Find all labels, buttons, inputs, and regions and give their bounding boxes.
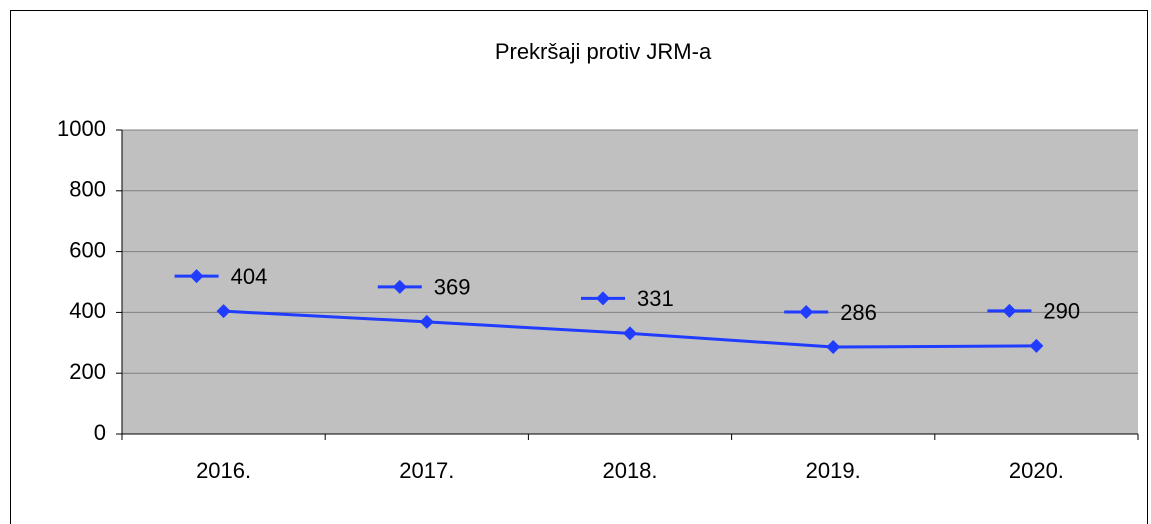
data-label: 286 [840,300,877,325]
label-key-marker [596,291,610,306]
x-tick-label: 2019. [806,458,861,483]
y-tick-label: 400 [69,298,106,323]
label-key-marker [799,305,814,320]
marker [1029,338,1044,353]
y-tick-label: 800 [69,177,106,202]
label-key-marker [392,279,407,294]
data-label: 290 [1043,299,1080,324]
marker [826,340,841,355]
marker [419,314,434,329]
marker [623,326,637,341]
y-tick-label: 1000 [57,116,106,141]
y-tick-label: 200 [69,359,106,384]
plot-area [122,130,1138,434]
x-tick-label: 2017. [399,458,454,483]
x-tick-label: 2018. [602,458,657,483]
marker [216,304,231,319]
x-tick-label: 2016. [196,458,251,483]
data-label: 404 [231,264,268,289]
x-tick-label: 2020. [1009,458,1064,483]
label-key-marker [189,269,204,284]
data-label: 369 [434,275,471,300]
y-tick-label: 600 [69,237,106,262]
y-tick-label: 0 [94,420,106,445]
label-key-marker [1002,303,1017,318]
data-label: 331 [637,286,674,311]
chart-title: Prekršaji protiv JRM-a [495,39,712,64]
